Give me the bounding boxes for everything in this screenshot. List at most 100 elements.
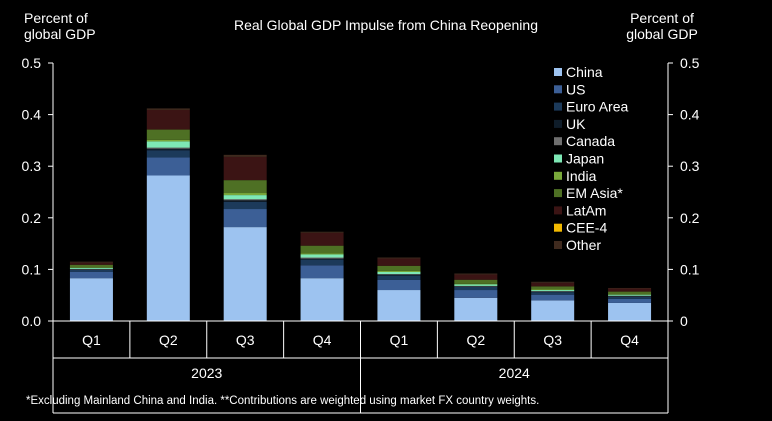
bar-segment-other — [454, 273, 498, 275]
x-tick-label: Q1 — [82, 332, 101, 348]
legend-swatch — [554, 119, 562, 128]
bar-segment-india — [69, 267, 113, 268]
y-axis-label-right-line1: Percent of — [630, 10, 694, 26]
y-tick-label-left: 0.2 — [22, 210, 42, 226]
bar-segment-other — [377, 257, 421, 259]
y-tick-label-left: 0.3 — [22, 158, 42, 174]
bar-segment-uk — [300, 258, 344, 260]
bar-segment-india — [377, 270, 421, 272]
legend-label: Japan — [566, 151, 604, 167]
bar-segment-india — [608, 294, 652, 295]
bar-segment-latam — [300, 232, 344, 246]
y-tick-label-right: 0.4 — [680, 107, 700, 123]
bar-segment-us — [377, 279, 421, 291]
bar-segment-em-asia — [377, 265, 421, 271]
y-axis-label-right-line2: global GDP — [626, 26, 698, 42]
bar-segment-em-asia — [454, 279, 498, 284]
bar-segment-uk — [608, 296, 652, 297]
bar-segment-india — [531, 289, 575, 291]
bar-segment-china — [69, 278, 113, 321]
bar-segment-uk — [531, 291, 575, 293]
bar-segment-us — [223, 209, 267, 228]
bar-segment-em-asia — [531, 286, 575, 290]
bar-segment-canada — [608, 295, 652, 297]
legend-swatch — [554, 223, 562, 232]
x-tick-label: Q2 — [466, 332, 485, 348]
bar-segment-em-asia — [300, 245, 344, 254]
bar-segment-japan — [531, 290, 575, 292]
legend-label: Euro Area — [566, 99, 628, 115]
footnote: *Excluding Mainland China and India. **C… — [26, 395, 540, 407]
bar-segment-canada — [223, 199, 267, 201]
y-axis-label-left-line1: Percent of — [24, 10, 88, 26]
x-group-label: 2024 — [499, 365, 530, 381]
x-tick-label: Q3 — [236, 332, 255, 348]
legend-swatch — [554, 68, 562, 76]
x-tick-label: Q4 — [620, 332, 639, 348]
bar-segment-uk — [69, 269, 113, 270]
bar-segment-india — [146, 139, 190, 142]
legend-label: UK — [566, 116, 586, 132]
legend-swatch — [554, 241, 562, 249]
bar-segment-latam — [608, 288, 652, 292]
bar-segment-latam — [223, 156, 267, 181]
bar-segment-us — [146, 157, 190, 176]
bar-segment-uk — [223, 200, 267, 202]
y-tick-label-right: 0.5 — [680, 55, 700, 71]
bar-segment-em-asia — [608, 291, 652, 295]
chart-title: Real Global GDP Impulse from China Reope… — [233, 17, 538, 33]
bar-segment-other — [608, 287, 652, 289]
legend-swatch — [554, 154, 562, 163]
bar-segment-uk — [377, 274, 421, 276]
x-group-label: 2023 — [191, 365, 222, 381]
bar-segment-china — [531, 300, 575, 321]
legend-label: China — [566, 64, 603, 80]
bar-segment-india — [300, 253, 344, 255]
bar-segment-china — [608, 302, 652, 321]
legend-label: EM Asia* — [566, 185, 623, 201]
bar-segment-other — [531, 281, 575, 283]
legend-swatch — [554, 137, 562, 146]
legend-swatch — [554, 189, 562, 198]
y-axis-label-left-line2: global GDP — [24, 26, 96, 42]
bar-segment-japan — [608, 294, 652, 296]
x-tick-label: Q4 — [313, 332, 332, 348]
bar-segment-china — [223, 227, 267, 321]
bar-segment-us — [608, 298, 652, 303]
legend-label: LatAm — [566, 202, 606, 218]
y-tick-label-left: 0.1 — [22, 261, 42, 277]
bar-segment-euro-area — [531, 292, 575, 295]
legend-swatch — [554, 85, 562, 94]
bar-segment-other — [223, 154, 267, 157]
bar-segment-canada — [146, 147, 190, 149]
y-tick-label-left: 0.4 — [22, 107, 42, 123]
bar-segment-canada — [531, 291, 575, 292]
bar-segment-euro-area — [69, 269, 113, 272]
x-tick-label: Q1 — [390, 332, 409, 348]
y-tick-label-left: 0.5 — [22, 55, 42, 71]
y-tick-label-right: 0 — [680, 313, 688, 329]
bar-segment-china — [377, 290, 421, 321]
y-axis-label-left: Percent of global GDP — [24, 10, 96, 42]
legend-label: India — [566, 168, 597, 184]
bar-segment-japan — [69, 267, 113, 269]
legend-label: US — [566, 81, 585, 97]
bar-segment-other — [146, 108, 190, 110]
bar-segment-china — [300, 278, 344, 321]
bar-segment-canada — [454, 285, 498, 287]
bar-segment-euro-area — [223, 201, 267, 210]
bar-segment-latam — [146, 109, 190, 130]
bar-segment-us — [454, 290, 498, 298]
bar-segment-other — [300, 231, 344, 233]
bar-segment-japan — [300, 254, 344, 258]
bar-segment-canada — [69, 268, 113, 270]
legend-label: Canada — [566, 133, 615, 149]
bar-segment-china — [146, 175, 190, 321]
bar-segment-uk — [454, 286, 498, 287]
bar-segment-japan — [454, 284, 498, 286]
x-tick-label: Q2 — [159, 332, 178, 348]
bar-segment-euro-area — [608, 296, 652, 299]
bar-segment-canada — [300, 257, 344, 259]
legend-swatch — [554, 102, 562, 111]
